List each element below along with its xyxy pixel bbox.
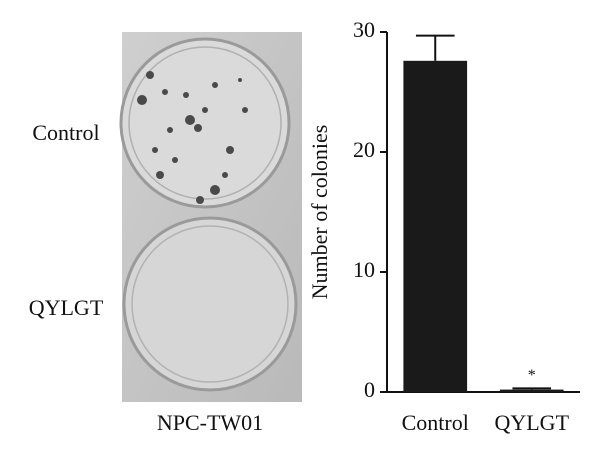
plate-photo <box>119 32 302 402</box>
y-axis-label: Number of colonies <box>307 125 332 300</box>
y-tick-label: 0 <box>364 377 375 402</box>
significance-marker: * <box>528 367 536 384</box>
bar <box>499 389 564 392</box>
row-label: QYLGT <box>29 295 104 320</box>
plate <box>119 37 291 209</box>
y-tick-label: 20 <box>353 137 375 162</box>
y-tick-label: 10 <box>353 257 375 282</box>
plate <box>122 216 298 392</box>
photo-caption: NPC-TW01 <box>157 410 263 435</box>
x-tick-label: Control <box>402 410 469 435</box>
plate-rim <box>128 46 282 200</box>
y-tick-label: 30 <box>353 17 375 42</box>
row-label: Control <box>32 120 99 145</box>
bar <box>403 60 468 393</box>
colonies <box>137 71 248 204</box>
x-tick-label: QYLGT <box>494 410 569 435</box>
plate-rim <box>131 225 289 383</box>
